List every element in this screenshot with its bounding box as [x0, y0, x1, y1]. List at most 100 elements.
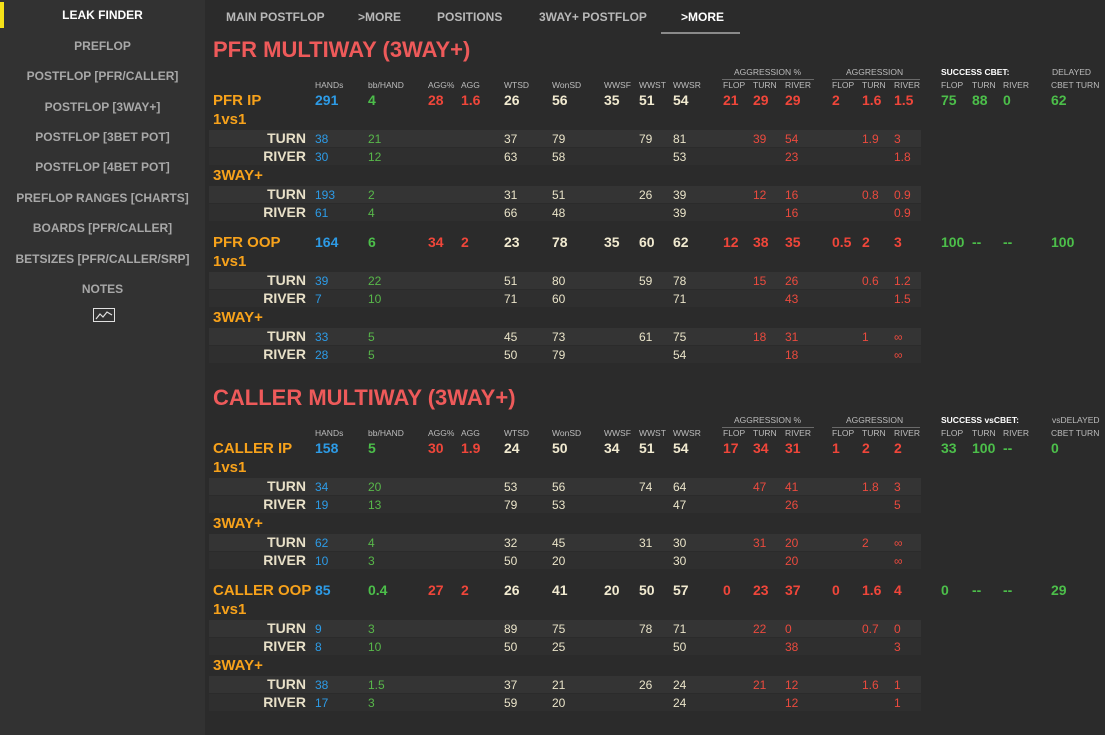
stat-value: 5 [368, 348, 375, 362]
stat-value: 80 [552, 274, 566, 288]
stat-value: 1.6 [862, 678, 879, 692]
stat-value: 3 [368, 622, 375, 636]
stat-value: 75 [673, 330, 687, 344]
stat-value: 12 [753, 188, 767, 202]
stat-value: 0.5 [832, 234, 852, 250]
stat-value: 26 [639, 678, 653, 692]
stat-value: 88 [972, 92, 988, 108]
stat-value: 23 [785, 150, 799, 164]
stat-value: 56 [552, 92, 568, 108]
sidebar-item-notes[interactable]: NOTES [81, 282, 124, 296]
stat-value: 31 [504, 188, 518, 202]
street-label: TURN [267, 130, 306, 146]
stat-value: 12 [785, 696, 799, 710]
sidebar-item-postflop-pfr-caller[interactable]: POSTFLOP [PFR/CALLER] [26, 69, 179, 83]
stat-value: 10 [368, 640, 382, 654]
stat-value: 31 [639, 536, 653, 550]
tab-main-postflop[interactable]: MAIN POSTFLOP [226, 10, 325, 24]
header-aggression: AGGRESSION [846, 415, 904, 425]
sidebar-item-postflop-4bet-pot[interactable]: POSTFLOP [4BET POT] [35, 160, 170, 174]
group-label: 1vs1 [213, 111, 247, 128]
sidebar-item-betsizes[interactable]: BETSIZES [PFR/CALLER/SRP] [15, 252, 190, 266]
stat-value: 53 [552, 498, 566, 512]
sidebar-item-postflop-3bet-pot[interactable]: POSTFLOP [3BET POT] [35, 130, 170, 144]
stat-value: 39 [673, 188, 687, 202]
column-header: WWST [639, 80, 666, 90]
column-header: WWSR [673, 80, 701, 90]
stat-value: 53 [673, 150, 687, 164]
stat-value: 29 [785, 92, 801, 108]
sidebar-item-leak-finder[interactable]: LEAK FINDER [62, 8, 143, 22]
street-label: RIVER [263, 638, 306, 654]
sidebar-item-preflop-ranges[interactable]: PREFLOP RANGES [CHARTS] [16, 191, 189, 205]
section-title: PFR MULTIWAY (3WAY+) [213, 37, 471, 62]
stat-value: 20 [552, 696, 566, 710]
street-label: TURN [267, 620, 306, 636]
stat-value: 30 [673, 536, 687, 550]
stat-value: 53 [504, 480, 518, 494]
stat-value: 47 [753, 480, 767, 494]
stat-value: 39 [753, 132, 767, 146]
stat-value: 79 [639, 132, 653, 146]
stat-value: 62 [315, 536, 329, 550]
stat-value: -- [972, 582, 982, 598]
stat-value: 4 [894, 582, 902, 598]
column-header: FLOP [941, 80, 964, 90]
stat-value: 20 [604, 582, 620, 598]
stat-value: ∞ [894, 330, 903, 344]
stat-value: 1.6 [461, 92, 481, 108]
header-success: SUCCESS CBET: [941, 67, 1010, 77]
tab-3way-postflop[interactable]: 3WAY+ POSTFLOP [539, 10, 647, 24]
table-row [209, 638, 921, 655]
sidebar-item-boards[interactable]: BOARDS [PFR/CALLER] [32, 221, 173, 235]
stat-value: -- [1003, 234, 1013, 250]
stat-value: 39 [315, 274, 329, 288]
stat-value: 64 [673, 480, 687, 494]
stat-value: 75 [552, 622, 566, 636]
stat-value: 58 [552, 150, 566, 164]
line-chart-icon[interactable] [93, 308, 115, 322]
stat-value: 74 [639, 480, 653, 494]
stat-value: 2 [862, 536, 869, 550]
stat-value: 63 [504, 150, 518, 164]
stat-value: 38 [315, 132, 329, 146]
header-aggression: AGGRESSION [846, 67, 904, 77]
stat-value: 59 [504, 696, 518, 710]
stat-value: 43 [785, 292, 799, 306]
column-header: RIVER [785, 80, 811, 90]
stat-value: 78 [639, 622, 653, 636]
stat-value: 1.5 [368, 678, 385, 692]
stat-value: 2 [862, 440, 870, 456]
stat-value: 6 [368, 234, 376, 250]
column-header: WonSD [552, 428, 582, 438]
tab-positions[interactable]: POSITIONS [437, 10, 503, 24]
street-label: RIVER [263, 694, 306, 710]
stat-value: 39 [673, 206, 687, 220]
active-tab-underline [661, 32, 740, 34]
stat-value: 23 [504, 234, 520, 250]
position-label: PFR OOP [213, 234, 281, 251]
section-title: CALLER MULTIWAY (3WAY+) [213, 385, 516, 410]
stat-value: 57 [673, 582, 689, 598]
table-row [209, 130, 921, 147]
column-header: WTSD [504, 80, 530, 90]
stat-value: 0 [723, 582, 731, 598]
street-label: TURN [267, 534, 306, 550]
column-header: FLOP [832, 428, 855, 438]
sidebar-item-preflop[interactable]: PREFLOP [74, 39, 131, 53]
stat-value: 0.7 [862, 622, 879, 636]
stat-value: 0.8 [862, 188, 879, 202]
stat-value: 75 [941, 92, 957, 108]
stat-value: 2 [894, 440, 902, 456]
stat-value: 37 [785, 582, 801, 598]
stat-value: 41 [552, 582, 568, 598]
stat-value: 1.8 [862, 480, 879, 494]
tab-more-1[interactable]: >MORE [358, 10, 402, 24]
stat-value: 17 [723, 440, 739, 456]
sidebar-item-postflop-3way[interactable]: POSTFLOP [3WAY+] [44, 100, 161, 114]
column-header: RIVER [1003, 80, 1029, 90]
stat-value: 38 [753, 234, 769, 250]
stat-value: 34 [315, 480, 329, 494]
group-label: 3WAY+ [213, 657, 263, 674]
tab-more-2[interactable]: >MORE [681, 10, 725, 24]
